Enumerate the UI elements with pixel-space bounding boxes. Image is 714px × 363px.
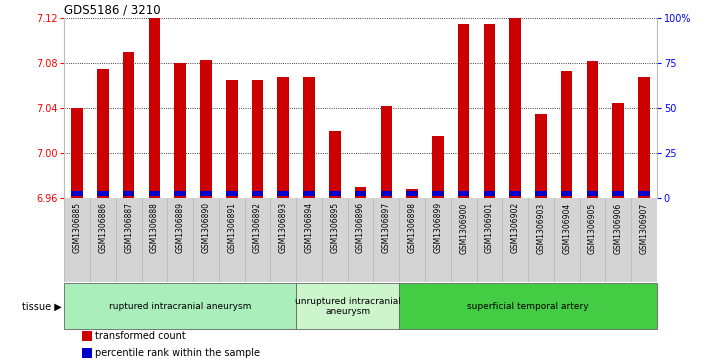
Bar bbox=[278, 191, 289, 196]
Bar bbox=[97, 69, 109, 198]
Text: GSM1306892: GSM1306892 bbox=[253, 202, 262, 253]
Bar bbox=[149, 18, 160, 198]
Bar bbox=[381, 191, 392, 196]
Bar bbox=[303, 191, 315, 196]
Bar bbox=[252, 80, 263, 198]
Text: GSM1306907: GSM1306907 bbox=[640, 202, 648, 254]
Text: transformed count: transformed count bbox=[95, 331, 186, 342]
Bar bbox=[638, 77, 650, 198]
Bar bbox=[561, 191, 573, 196]
Text: GSM1306886: GSM1306886 bbox=[99, 202, 107, 253]
Bar bbox=[82, 348, 91, 358]
Text: GSM1306904: GSM1306904 bbox=[562, 202, 571, 254]
Bar bbox=[226, 80, 238, 198]
Text: GSM1306888: GSM1306888 bbox=[150, 202, 159, 253]
Bar bbox=[509, 191, 521, 196]
FancyBboxPatch shape bbox=[399, 284, 657, 329]
Text: GSM1306901: GSM1306901 bbox=[485, 202, 494, 253]
Bar bbox=[587, 191, 598, 196]
Text: GSM1306887: GSM1306887 bbox=[124, 202, 134, 253]
Bar bbox=[458, 191, 469, 196]
Bar bbox=[638, 191, 650, 196]
Text: GSM1306898: GSM1306898 bbox=[408, 202, 416, 253]
Bar bbox=[149, 191, 160, 196]
Bar bbox=[200, 60, 212, 198]
Bar bbox=[355, 187, 366, 198]
Bar bbox=[561, 71, 573, 198]
Text: GSM1306889: GSM1306889 bbox=[176, 202, 185, 253]
Bar bbox=[613, 102, 624, 198]
Bar bbox=[509, 18, 521, 198]
Text: GSM1306894: GSM1306894 bbox=[305, 202, 313, 253]
Bar bbox=[71, 108, 83, 198]
Text: GSM1306900: GSM1306900 bbox=[459, 202, 468, 254]
Text: GSM1306905: GSM1306905 bbox=[588, 202, 597, 254]
Text: GSM1306885: GSM1306885 bbox=[73, 202, 81, 253]
Bar bbox=[82, 331, 91, 341]
Bar bbox=[200, 191, 212, 196]
Text: GSM1306891: GSM1306891 bbox=[227, 202, 236, 253]
Bar bbox=[613, 191, 624, 196]
Bar bbox=[535, 114, 547, 198]
Bar bbox=[483, 191, 496, 196]
Bar bbox=[483, 24, 496, 198]
Text: GSM1306906: GSM1306906 bbox=[614, 202, 623, 254]
Text: GDS5186 / 3210: GDS5186 / 3210 bbox=[64, 4, 161, 17]
Text: GSM1306895: GSM1306895 bbox=[331, 202, 339, 253]
Bar bbox=[252, 191, 263, 196]
Text: ruptured intracranial aneurysm: ruptured intracranial aneurysm bbox=[109, 302, 251, 311]
Bar bbox=[432, 136, 443, 198]
Text: GSM1306896: GSM1306896 bbox=[356, 202, 365, 253]
Bar bbox=[329, 131, 341, 198]
Bar bbox=[458, 24, 469, 198]
FancyBboxPatch shape bbox=[296, 284, 399, 329]
Bar bbox=[174, 63, 186, 198]
Bar bbox=[226, 191, 238, 196]
Text: percentile rank within the sample: percentile rank within the sample bbox=[95, 348, 260, 358]
FancyBboxPatch shape bbox=[64, 284, 296, 329]
Text: tissue ▶: tissue ▶ bbox=[22, 301, 61, 311]
Text: superficial temporal artery: superficial temporal artery bbox=[467, 302, 589, 311]
Text: GSM1306899: GSM1306899 bbox=[433, 202, 443, 253]
Text: GSM1306897: GSM1306897 bbox=[382, 202, 391, 253]
Bar bbox=[355, 191, 366, 196]
Text: GSM1306890: GSM1306890 bbox=[201, 202, 211, 253]
Bar bbox=[174, 191, 186, 196]
Bar bbox=[535, 191, 547, 196]
Bar bbox=[432, 191, 443, 196]
Bar bbox=[406, 189, 418, 198]
Bar bbox=[303, 77, 315, 198]
Text: GSM1306902: GSM1306902 bbox=[511, 202, 520, 253]
Bar bbox=[278, 77, 289, 198]
Bar bbox=[123, 191, 134, 196]
Bar bbox=[587, 61, 598, 198]
Text: GSM1306903: GSM1306903 bbox=[536, 202, 545, 254]
Bar bbox=[71, 191, 83, 196]
Bar bbox=[97, 191, 109, 196]
Text: GSM1306893: GSM1306893 bbox=[278, 202, 288, 253]
Bar bbox=[123, 52, 134, 198]
Bar bbox=[329, 191, 341, 196]
Bar bbox=[406, 191, 418, 196]
Bar bbox=[381, 106, 392, 198]
Text: unruptured intracranial
aneurysm: unruptured intracranial aneurysm bbox=[295, 297, 401, 316]
